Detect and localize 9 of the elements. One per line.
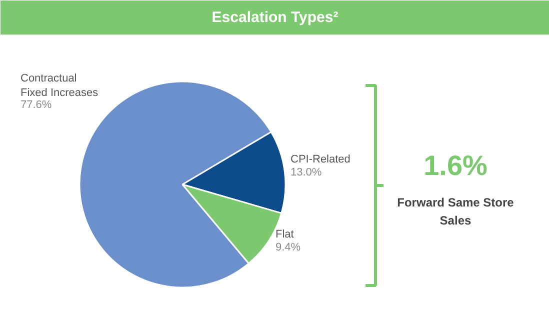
data-label: 9.4% xyxy=(276,242,301,254)
slice-label: Flat xyxy=(276,228,294,240)
data-label: 77.6% xyxy=(20,98,52,111)
data-label: 13.0% xyxy=(290,166,322,179)
slice-label: CPI-Related xyxy=(290,154,350,166)
text: Forward Same Store Sales xyxy=(397,196,514,228)
text: 1.6% xyxy=(424,150,488,181)
chart-title: Escalation Types² xyxy=(212,9,338,26)
slice-label: Contractual Fixed Increases xyxy=(20,72,99,99)
